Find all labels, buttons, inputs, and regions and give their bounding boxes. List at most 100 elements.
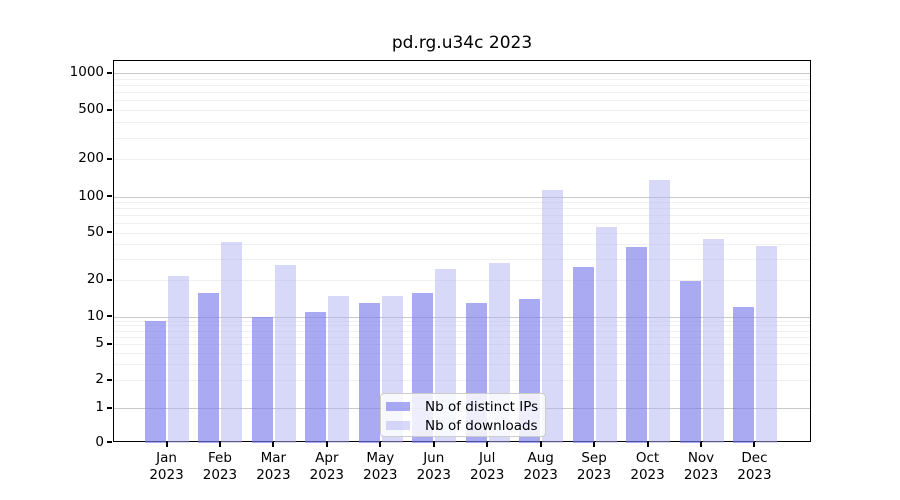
y-tick-label: 100 bbox=[78, 187, 104, 204]
y-tick-mark bbox=[107, 378, 112, 381]
minor-gridline bbox=[114, 244, 810, 246]
minor-gridline bbox=[114, 110, 810, 112]
minor-gridline bbox=[114, 201, 810, 203]
y-tick-mark bbox=[107, 406, 112, 409]
bar-distinct-ips-nov bbox=[679, 280, 701, 443]
minor-gridline bbox=[114, 215, 810, 217]
x-tick-label: Jul 2023 bbox=[470, 450, 505, 483]
x-tick-mark bbox=[432, 442, 435, 447]
bar-distinct-ips-dec bbox=[732, 307, 754, 443]
x-tick-mark bbox=[379, 442, 382, 447]
y-tick-mark bbox=[107, 315, 112, 317]
bar-downloads-jan bbox=[168, 275, 189, 443]
minor-gridline bbox=[114, 122, 810, 124]
y-tick-label: 50 bbox=[86, 223, 104, 240]
y-tick-label: 1 bbox=[95, 399, 104, 415]
x-tick-mark bbox=[753, 442, 756, 447]
y-tick-mark bbox=[107, 231, 112, 234]
y-tick-mark bbox=[107, 342, 112, 345]
y-tick-label: 500 bbox=[78, 101, 104, 118]
y-tick-mark bbox=[107, 278, 112, 281]
bar-downloads-oct bbox=[649, 180, 671, 443]
minor-gridline bbox=[114, 92, 810, 94]
bar-downloads-feb bbox=[221, 242, 243, 443]
y-tick-label: 5 bbox=[95, 335, 104, 352]
minor-gridline bbox=[114, 325, 810, 327]
minor-gridline bbox=[114, 137, 810, 139]
major-gridline bbox=[114, 73, 810, 74]
bar-distinct-ips-feb bbox=[198, 292, 220, 443]
minor-gridline bbox=[114, 78, 810, 80]
minor-gridline bbox=[114, 336, 810, 338]
minor-gridline bbox=[114, 344, 810, 346]
bar-downloads-mar bbox=[274, 265, 296, 443]
bar-downloads-dec bbox=[755, 246, 777, 443]
x-tick-label: Mar 2023 bbox=[256, 450, 291, 483]
bar-distinct-ips-jan bbox=[145, 321, 166, 443]
x-tick-mark bbox=[539, 442, 542, 447]
y-tick-mark bbox=[107, 71, 112, 74]
bar-downloads-sep bbox=[595, 227, 617, 443]
y-tick-mark bbox=[107, 195, 112, 197]
minor-gridline bbox=[114, 364, 810, 366]
y-tick-mark bbox=[107, 108, 112, 111]
major-gridline bbox=[114, 316, 810, 318]
minor-gridline bbox=[114, 100, 810, 102]
minor-gridline bbox=[114, 352, 810, 354]
chart-title: pd.rg.u34c 2023 bbox=[391, 33, 533, 53]
y-tick-label: 20 bbox=[86, 271, 104, 288]
minor-gridline bbox=[114, 159, 810, 161]
plot-area: Nb of distinct IPs Nb of downloads bbox=[113, 60, 811, 443]
bar-distinct-ips-sep bbox=[572, 267, 594, 443]
bar-distinct-ips-apr bbox=[305, 312, 327, 443]
legend-swatch-distinct-ips bbox=[386, 402, 410, 411]
y-tick-label: 10 bbox=[86, 307, 104, 324]
x-tick-label: Jun 2023 bbox=[416, 450, 451, 483]
minor-gridline bbox=[114, 232, 810, 234]
legend-swatch-downloads bbox=[386, 421, 410, 430]
bar-distinct-ips-oct bbox=[626, 247, 648, 443]
bar-downloads-aug bbox=[542, 189, 564, 443]
major-gridline bbox=[114, 196, 810, 198]
x-tick-mark bbox=[700, 442, 702, 447]
legend-label-downloads: Nb of downloads bbox=[425, 417, 538, 434]
x-tick-label: Sep 2023 bbox=[576, 450, 612, 483]
y-tick-label: 200 bbox=[78, 150, 104, 167]
x-tick-mark bbox=[218, 442, 221, 447]
legend: Nb of distinct IPs Nb of downloads bbox=[380, 393, 546, 437]
x-tick-label: May 2023 bbox=[363, 450, 398, 483]
x-tick-mark bbox=[593, 442, 596, 447]
legend-label-distinct-ips: Nb of distinct IPs bbox=[425, 398, 539, 415]
x-tick-mark bbox=[646, 442, 649, 447]
y-tick-label: 2 bbox=[95, 371, 104, 388]
bar-downloads-nov bbox=[702, 238, 724, 443]
x-tick-mark bbox=[165, 442, 168, 447]
x-tick-label: Oct 2023 bbox=[630, 450, 665, 483]
x-tick-label: Jan 2023 bbox=[149, 450, 184, 483]
y-tick-mark bbox=[107, 157, 112, 160]
bar-distinct-ips-may bbox=[358, 303, 380, 443]
minor-gridline bbox=[114, 330, 810, 332]
legend-row-distinct-ips: Nb of distinct IPs bbox=[381, 397, 545, 416]
minor-gridline bbox=[114, 280, 810, 282]
minor-gridline bbox=[114, 320, 810, 322]
x-tick-label: Nov 2023 bbox=[683, 450, 719, 483]
x-tick-mark bbox=[486, 442, 489, 447]
y-tick-label: 1000 bbox=[69, 64, 104, 80]
bar-distinct-ips-mar bbox=[251, 317, 273, 443]
x-tick-label: Feb 2023 bbox=[202, 450, 238, 483]
minor-gridline bbox=[114, 380, 810, 382]
x-tick-mark bbox=[325, 442, 328, 447]
y-tick-mark bbox=[107, 441, 112, 443]
x-tick-label: Aug 2023 bbox=[523, 450, 558, 483]
y-tick-label: 0 bbox=[95, 433, 104, 450]
x-tick-label: Dec 2023 bbox=[737, 450, 772, 483]
minor-gridline bbox=[114, 208, 810, 210]
minor-gridline bbox=[114, 259, 810, 261]
bar-downloads-apr bbox=[328, 295, 350, 443]
legend-row-downloads: Nb of downloads bbox=[381, 416, 545, 435]
x-tick-label: Apr 2023 bbox=[309, 450, 345, 483]
minor-gridline bbox=[114, 223, 810, 225]
minor-gridline bbox=[114, 84, 810, 86]
